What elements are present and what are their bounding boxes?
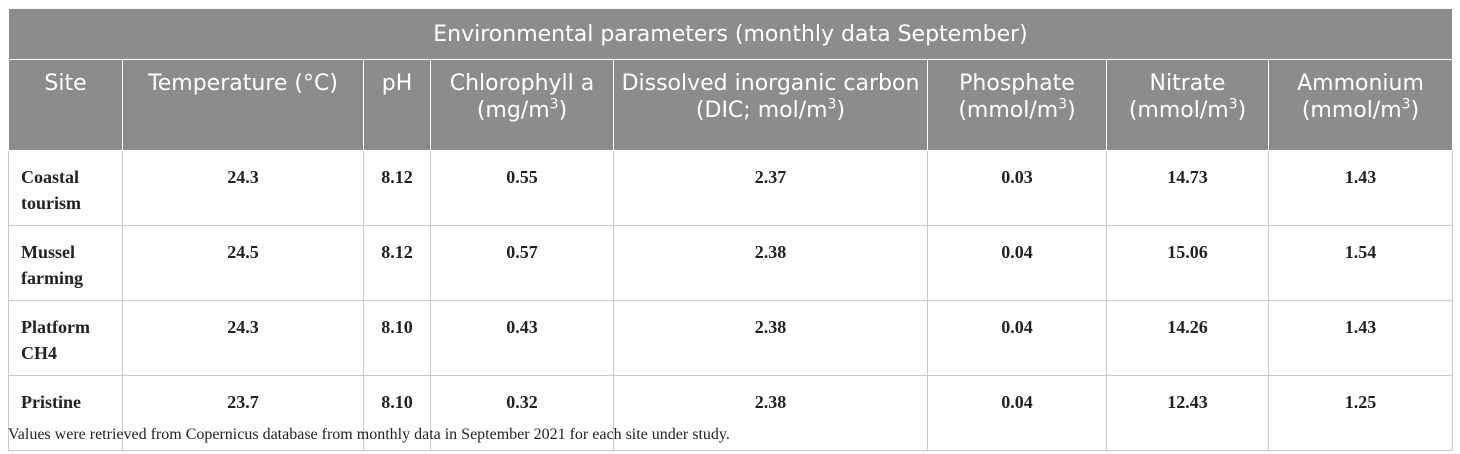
header-chlorophyll: Chlorophyll a (mg/m3) — [430, 59, 614, 151]
cell-phosphate: 0.04 — [927, 300, 1107, 376]
cell-dic: 2.37 — [613, 150, 928, 226]
environmental-parameters-table: Environmental parameters (monthly data S… — [7, 8, 1454, 451]
cell-temperature: 24.3 — [122, 150, 364, 226]
cell-site: Mussel farming — [8, 225, 123, 301]
cell-dic: 2.38 — [613, 225, 928, 301]
table-row: Platform CH4 24.3 8.10 0.43 2.38 0.04 14… — [8, 300, 1454, 376]
cell-nitrate: 12.43 — [1106, 375, 1269, 451]
header-ammonium: Ammonium (mmol/m3) — [1267, 59, 1454, 151]
cell-site: Platform CH4 — [8, 300, 123, 376]
header-nitrate: Nitrate (mmol/m3) — [1106, 59, 1269, 151]
header-temperature: Temperature (°C) — [122, 59, 364, 151]
cell-chlorophyll: 0.43 — [430, 300, 614, 376]
cell-dic: 2.38 — [613, 300, 928, 376]
cell-ammonium: 1.43 — [1267, 300, 1454, 376]
table-footnote: Values were retrieved from Copernicus da… — [8, 426, 730, 443]
table-row: Pristine 23.7 8.10 0.32 2.38 0.04 12.43 … — [8, 375, 1454, 451]
cell-temperature: 23.7 — [122, 375, 364, 451]
cell-phosphate: 0.04 — [927, 375, 1107, 451]
cell-nitrate: 14.26 — [1106, 300, 1269, 376]
cell-phosphate: 0.03 — [927, 150, 1107, 226]
cell-temperature: 24.5 — [122, 225, 364, 301]
header-row: Site Temperature (°C) pH Chlorophyll a (… — [8, 59, 1454, 151]
header-site: Site — [8, 59, 123, 151]
header-phosphate: Phosphate (mmol/m3) — [927, 59, 1107, 151]
cell-nitrate: 15.06 — [1106, 225, 1269, 301]
cell-ph: 8.12 — [363, 225, 431, 301]
data-table-container: Environmental parameters (monthly data S… — [7, 8, 1454, 451]
table-row: Mussel farming 24.5 8.12 0.57 2.38 0.04 … — [8, 225, 1454, 301]
cell-temperature: 24.3 — [122, 300, 364, 376]
cell-chlorophyll: 0.55 — [430, 150, 614, 226]
cell-site: Pristine — [8, 375, 123, 451]
header-ph: pH — [363, 59, 431, 151]
cell-ammonium: 1.25 — [1267, 375, 1454, 451]
cell-site: Coastal tourism — [8, 150, 123, 226]
cell-ammonium: 1.43 — [1267, 150, 1454, 226]
table-title: Environmental parameters (monthly data S… — [7, 8, 1454, 60]
cell-chlorophyll: 0.32 — [430, 375, 614, 451]
table-row: Coastal tourism 24.3 8.12 0.55 2.37 0.03… — [8, 150, 1454, 226]
cell-chlorophyll: 0.57 — [430, 225, 614, 301]
cell-ammonium: 1.54 — [1267, 225, 1454, 301]
header-dic: Dissolved inorganic carbon (DIC; mol/m3) — [613, 59, 928, 151]
cell-nitrate: 14.73 — [1106, 150, 1269, 226]
cell-ph: 8.12 — [363, 150, 431, 226]
cell-ph: 8.10 — [363, 300, 431, 376]
cell-phosphate: 0.04 — [927, 225, 1107, 301]
